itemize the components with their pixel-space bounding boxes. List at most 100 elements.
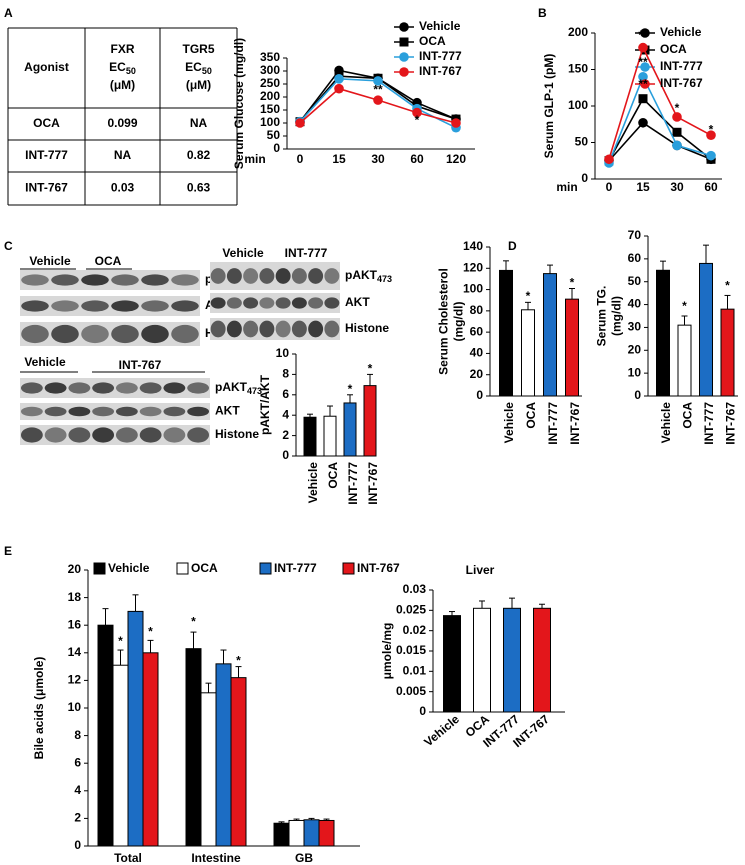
blot-band-label-main: Histone xyxy=(345,321,389,335)
y-tick-label: 12 xyxy=(68,673,82,687)
y-tick-label: 200 xyxy=(568,25,588,39)
x-tick-label: Vehicle xyxy=(502,402,516,444)
chart-title: Liver xyxy=(466,563,495,577)
legend-swatch xyxy=(176,562,189,575)
y-tick-label: 0 xyxy=(74,838,81,852)
legend-label: INT-767 xyxy=(357,561,400,575)
blot-band xyxy=(139,382,162,394)
table-cell: 0.03 xyxy=(111,181,135,195)
blot-strip xyxy=(210,318,340,340)
blot-band xyxy=(44,427,67,443)
table-cell: INT-777 xyxy=(25,148,68,162)
legend-marker xyxy=(399,67,409,77)
blot-group-label: Vehicle xyxy=(222,246,264,260)
y-tick-label: 16 xyxy=(68,617,82,631)
legend-label: INT-767 xyxy=(419,64,462,78)
blot-band xyxy=(308,320,324,338)
blot-band xyxy=(324,268,340,284)
y-axis-label: Serum TG. xyxy=(595,286,609,347)
table-header: Agonist xyxy=(24,60,69,74)
blot-band xyxy=(308,297,324,309)
x-tick-label: OCA xyxy=(681,402,695,429)
table-header: (μM) xyxy=(186,78,211,92)
legend-marker xyxy=(640,62,650,72)
line xyxy=(608,121,712,162)
marker xyxy=(672,112,682,122)
marker xyxy=(706,130,716,140)
blot-band xyxy=(226,297,242,309)
y-tick-label: 250 xyxy=(260,76,280,90)
blot-band xyxy=(163,406,186,417)
y-tick-label: 6 xyxy=(282,387,289,401)
legend-swatch xyxy=(259,562,272,575)
x-tick-label: Vehicle xyxy=(421,712,462,750)
blot-strip xyxy=(20,378,210,398)
line xyxy=(608,45,712,160)
y-tick-label: 80 xyxy=(470,303,484,317)
y-tick-label: 60 xyxy=(628,251,642,265)
x-tick-label: 30 xyxy=(371,152,385,166)
bar xyxy=(288,819,305,847)
blot-band xyxy=(21,324,49,344)
x-tick-label: OCA xyxy=(524,402,538,429)
annotation: * xyxy=(682,299,687,313)
blot-band-label: pAKT473 xyxy=(345,268,392,284)
blot-group-label: INT-767 xyxy=(119,358,162,372)
x-tick-label: 30 xyxy=(670,180,684,194)
blot-band xyxy=(44,406,67,417)
bar xyxy=(127,610,144,847)
table-cell: NA xyxy=(114,148,132,162)
x-tick-label: Vehicle xyxy=(659,402,673,444)
blot-band xyxy=(243,268,259,284)
y-tick-label: 50 xyxy=(267,128,281,142)
x-tick-label: OCA xyxy=(326,462,340,489)
x-tick-label: INT-767 xyxy=(568,402,582,445)
annotation: * xyxy=(191,615,196,629)
x-axis-label: min xyxy=(244,152,265,166)
x-tick-label: 15 xyxy=(636,180,650,194)
y-tick-label: 0.03 xyxy=(403,582,427,596)
blot-band xyxy=(275,320,291,338)
blot-band xyxy=(51,324,79,344)
blot-band xyxy=(51,274,79,286)
y-tick-label: 150 xyxy=(260,102,280,116)
annotation: * xyxy=(148,624,153,638)
blot-band xyxy=(291,297,307,309)
blot-band xyxy=(243,320,259,338)
y-tick-label: 8 xyxy=(282,367,289,381)
blot-band xyxy=(44,382,67,394)
bar xyxy=(565,298,579,397)
blot-strip xyxy=(20,403,210,420)
table-header: TGR5 xyxy=(182,42,214,56)
blot-band-label-main: Histone xyxy=(215,427,259,441)
x-tick-label: 0 xyxy=(297,152,304,166)
blot-band xyxy=(275,268,291,284)
y-tick-label: 60 xyxy=(470,324,484,338)
blot-band xyxy=(187,427,210,443)
y-tick-label: 6 xyxy=(74,755,81,769)
marker xyxy=(334,83,344,94)
legend-marker xyxy=(399,37,409,47)
y-tick-label: 50 xyxy=(575,135,589,149)
y-tick-label: 120 xyxy=(463,260,483,274)
y-tick-label: 100 xyxy=(463,282,483,296)
blot-band xyxy=(68,427,91,443)
y-axis-label: Serum Glucose (mg/dl) xyxy=(232,38,246,169)
blot-band-label-main: pAKT xyxy=(215,380,248,394)
blot-band xyxy=(115,406,138,417)
marker xyxy=(638,94,648,104)
blot-band xyxy=(171,300,199,312)
y-tick-label: 100 xyxy=(568,98,588,112)
y-tick-label: 350 xyxy=(260,50,280,64)
legend-label: Vehicle xyxy=(419,19,461,33)
marker xyxy=(638,117,648,128)
x-tick-label: 15 xyxy=(332,152,346,166)
y-tick-label: 10 xyxy=(628,365,642,379)
marker xyxy=(373,76,383,86)
blot-band xyxy=(81,324,109,344)
bar xyxy=(656,269,670,397)
blot-strip xyxy=(210,293,340,313)
bar xyxy=(677,324,692,397)
table-cell: 0.63 xyxy=(187,181,211,195)
